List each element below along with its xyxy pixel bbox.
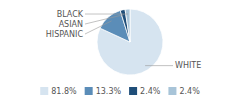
legend-swatch (168, 87, 176, 95)
chart: WHITE HISPANICASIANBLACK 81.8% 13.3% 2.4% 2.4… (0, 0, 240, 100)
labels: WHITE HISPANICASIANBLACK (46, 10, 201, 71)
legend-swatch (85, 87, 93, 95)
slice-label: WHITE (175, 61, 201, 70)
legend-swatch (129, 87, 137, 95)
leader-line (85, 14, 128, 15)
legend-label: 81.8% (51, 87, 77, 96)
legend-item: 81.8% (40, 87, 77, 96)
legend: 81.8% 13.3% 2.4% 2.4% (40, 87, 200, 96)
legend-swatch (40, 87, 48, 95)
legend-label: 2.4% (140, 87, 161, 96)
legend-item: 2.4% (168, 87, 200, 96)
slice-label: HISPANIC (46, 30, 84, 39)
legend-item: 13.3% (85, 87, 122, 96)
slice-label: BLACK (57, 10, 84, 19)
legend-label: 2.4% (179, 87, 200, 96)
legend-label: 13.3% (96, 87, 122, 96)
leader-line (85, 15, 124, 24)
leader-line (145, 65, 173, 66)
legend-item: 2.4% (129, 87, 161, 96)
slice-label: ASIAN (59, 20, 83, 29)
